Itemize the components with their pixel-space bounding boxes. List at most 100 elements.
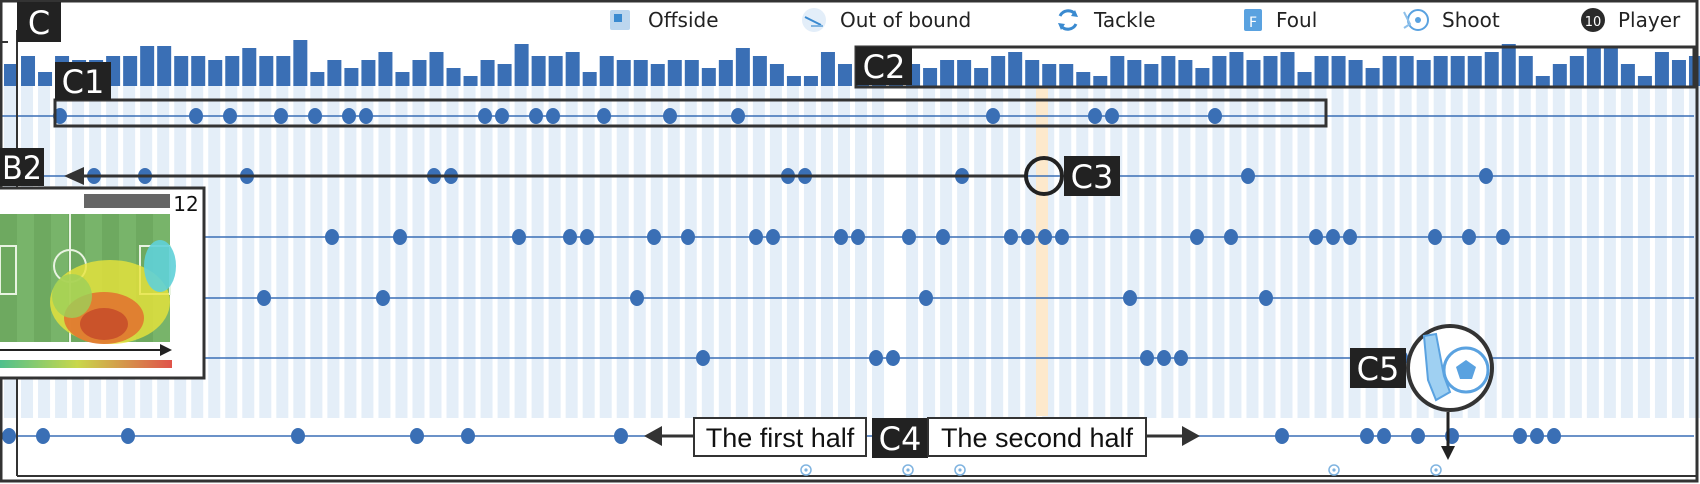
event-dot[interactable] bbox=[1343, 229, 1357, 245]
event-dot[interactable] bbox=[1208, 108, 1222, 124]
event-dot[interactable] bbox=[121, 428, 135, 444]
event-dot[interactable] bbox=[614, 428, 628, 444]
event-dot[interactable] bbox=[1411, 428, 1425, 444]
timeline-column bbox=[1059, 86, 1072, 418]
shoot-marker-icon bbox=[800, 464, 812, 476]
event-dot[interactable] bbox=[478, 108, 492, 124]
event-dot[interactable] bbox=[1496, 229, 1510, 245]
event-dot[interactable] bbox=[1530, 428, 1544, 444]
event-bar bbox=[191, 56, 206, 86]
event-dot[interactable] bbox=[529, 108, 543, 124]
timeline-column bbox=[1093, 86, 1106, 418]
c5-tag: C5 bbox=[1357, 350, 1400, 388]
event-dot[interactable] bbox=[1479, 168, 1493, 184]
event-dot[interactable] bbox=[696, 350, 710, 366]
timeline-column bbox=[1212, 86, 1225, 418]
timeline-column bbox=[1110, 86, 1123, 418]
event-dot[interactable] bbox=[1004, 229, 1018, 245]
timeline-column bbox=[718, 86, 731, 418]
event-dot[interactable] bbox=[1309, 229, 1323, 245]
highlight-column bbox=[1036, 86, 1048, 416]
event-dot[interactable] bbox=[308, 108, 322, 124]
event-dot[interactable] bbox=[936, 229, 950, 245]
event-dot[interactable] bbox=[869, 350, 883, 366]
event-dot[interactable] bbox=[1259, 290, 1273, 306]
event-dot[interactable] bbox=[851, 229, 865, 245]
event-dot[interactable] bbox=[766, 229, 780, 245]
event-bar bbox=[378, 52, 393, 86]
event-dot[interactable] bbox=[393, 229, 407, 245]
event-dot[interactable] bbox=[1140, 350, 1154, 366]
timeline-column bbox=[957, 86, 970, 418]
c4-tag: C4 bbox=[879, 420, 922, 458]
event-dot[interactable] bbox=[1241, 168, 1255, 184]
event-dot[interactable] bbox=[647, 229, 661, 245]
event-dot[interactable] bbox=[1360, 428, 1374, 444]
c2-tag-bg bbox=[856, 47, 912, 85]
timeline-column bbox=[310, 86, 323, 418]
timeline-column bbox=[1365, 86, 1378, 418]
event-dot[interactable] bbox=[1038, 229, 1052, 245]
event-dot[interactable] bbox=[359, 108, 373, 124]
event-dot[interactable] bbox=[1224, 229, 1238, 245]
event-dot[interactable] bbox=[546, 108, 560, 124]
event-dot[interactable] bbox=[1462, 229, 1476, 245]
event-dot[interactable] bbox=[1377, 428, 1391, 444]
timeline-column bbox=[1246, 86, 1259, 418]
event-dot[interactable] bbox=[1123, 290, 1137, 306]
event-dot[interactable] bbox=[36, 428, 50, 444]
event-bar bbox=[974, 68, 989, 86]
timeline-column bbox=[242, 86, 255, 418]
event-dot[interactable] bbox=[1513, 428, 1527, 444]
event-dot[interactable] bbox=[2, 428, 16, 444]
event-dot[interactable] bbox=[495, 108, 509, 124]
event-dot[interactable] bbox=[1190, 229, 1204, 245]
event-dot[interactable] bbox=[597, 108, 611, 124]
event-bar bbox=[463, 76, 478, 86]
event-dot[interactable] bbox=[731, 108, 745, 124]
event-dot[interactable] bbox=[886, 350, 900, 366]
timeline-column bbox=[1518, 86, 1531, 418]
shoot-icon bbox=[1403, 9, 1429, 31]
legend-label-player: Player bbox=[1618, 8, 1681, 32]
event-dot[interactable] bbox=[630, 290, 644, 306]
timeline-column bbox=[1688, 86, 1700, 418]
event-bar bbox=[1654, 52, 1669, 86]
event-dot[interactable] bbox=[257, 290, 271, 306]
event-dot[interactable] bbox=[461, 428, 475, 444]
event-dot[interactable] bbox=[291, 428, 305, 444]
event-dot[interactable] bbox=[1055, 229, 1069, 245]
timeline-column bbox=[1025, 86, 1038, 418]
event-dot[interactable] bbox=[342, 108, 356, 124]
event-bar bbox=[1382, 56, 1397, 86]
event-dot[interactable] bbox=[681, 229, 695, 245]
event-dot[interactable] bbox=[325, 229, 339, 245]
event-dot[interactable] bbox=[274, 108, 288, 124]
event-dot[interactable] bbox=[512, 229, 526, 245]
event-dot[interactable] bbox=[749, 229, 763, 245]
event-dot[interactable] bbox=[189, 108, 203, 124]
event-dot[interactable] bbox=[1174, 350, 1188, 366]
timeline-column bbox=[735, 86, 748, 418]
event-dot[interactable] bbox=[1105, 108, 1119, 124]
event-dot[interactable] bbox=[563, 229, 577, 245]
event-dot[interactable] bbox=[580, 229, 594, 245]
event-dot[interactable] bbox=[834, 229, 848, 245]
event-dot[interactable] bbox=[223, 108, 237, 124]
event-dot[interactable] bbox=[1088, 108, 1102, 124]
event-dot[interactable] bbox=[1326, 229, 1340, 245]
event-dot[interactable] bbox=[919, 290, 933, 306]
event-bar bbox=[395, 72, 410, 86]
event-dot[interactable] bbox=[1021, 229, 1035, 245]
event-dot[interactable] bbox=[902, 229, 916, 245]
event-dot[interactable] bbox=[376, 290, 390, 306]
event-bar bbox=[1433, 56, 1448, 86]
event-dot[interactable] bbox=[986, 108, 1000, 124]
event-dot[interactable] bbox=[410, 428, 424, 444]
event-dot[interactable] bbox=[1157, 350, 1171, 366]
event-dot[interactable] bbox=[1275, 428, 1289, 444]
event-dot[interactable] bbox=[1547, 428, 1561, 444]
event-dot[interactable] bbox=[663, 108, 677, 124]
event-bar bbox=[633, 60, 648, 86]
event-dot[interactable] bbox=[1428, 229, 1442, 245]
